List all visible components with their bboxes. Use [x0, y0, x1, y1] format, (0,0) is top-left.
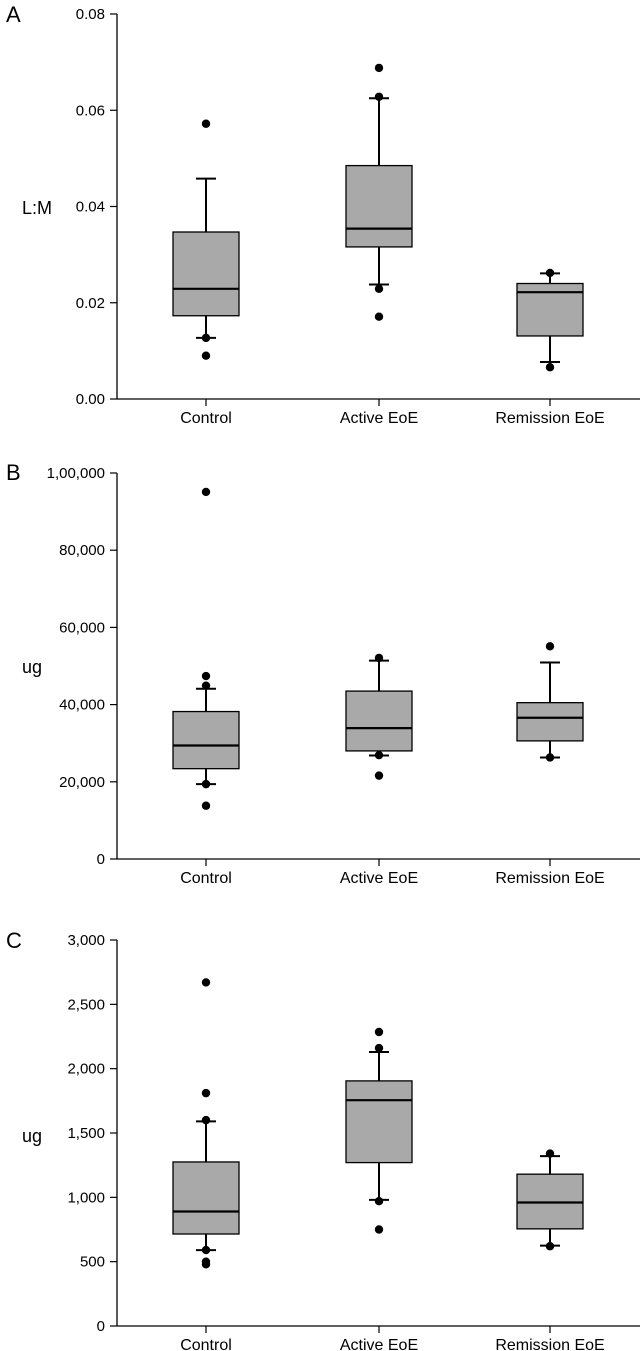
x-tick-label: Active EoE: [340, 410, 418, 427]
outlier-point: [201, 333, 211, 343]
y-tick-label: 500: [80, 1254, 105, 1271]
panel-a: A L:M 0.00 0.02 0.04 0.06 0.08 Control Active Eo…: [6, 2, 640, 427]
box-active-eoe: [345, 653, 413, 780]
outlier-point: [545, 268, 555, 278]
outlier-point: [374, 653, 384, 663]
iqr-box: [345, 164, 413, 248]
outlier-point: [201, 119, 211, 128]
outlier-point: [545, 1242, 555, 1251]
outlier-point: [545, 642, 555, 651]
outlier-point: [374, 1027, 384, 1037]
y-tick-label: 60,000: [59, 619, 105, 636]
y-tick-label: 0: [97, 851, 105, 868]
panel-letter: C: [6, 928, 22, 953]
outlier-point: [201, 351, 211, 360]
y-tick-label: 0.06: [76, 102, 105, 119]
x-tick-label: Remission EoE: [495, 870, 604, 887]
y-tick-label: 0.00: [76, 391, 105, 408]
box-control: [172, 487, 240, 810]
box-remission-eoe: [516, 1149, 584, 1251]
outlier-point: [374, 750, 384, 760]
y-tick-label: 2,500: [67, 996, 105, 1013]
outlier-point: [374, 312, 384, 321]
x-tick-label: Active EoE: [340, 1337, 418, 1351]
outlier-point: [201, 1245, 211, 1255]
box-active-eoe: [345, 63, 413, 321]
panel-b: Bug 0 20,000 40,000 60,000 80,000 1,00,000 Cont…: [6, 460, 640, 887]
outlier-point: [201, 1257, 211, 1266]
panel-letter: A: [6, 2, 21, 27]
outlier-point: [201, 1088, 211, 1098]
y-tick-label: 0.08: [76, 6, 105, 23]
iqr-box: [172, 710, 240, 770]
outlier-point: [201, 978, 211, 987]
outlier-point: [374, 1043, 384, 1053]
box-control: [172, 978, 240, 1269]
y-axis-label: ug: [22, 1126, 42, 1146]
outlier-point: [201, 801, 211, 810]
outlier-point: [201, 681, 211, 690]
iqr-box: [345, 1080, 413, 1164]
y-tick-label: 1,000: [67, 1189, 105, 1206]
y-tick-label: 0.02: [76, 295, 105, 312]
x-tick-label: Control: [180, 870, 232, 887]
y-tick-label: 0.04: [76, 199, 105, 216]
box-active-eoe: [345, 1027, 413, 1234]
iqr-box: [172, 1161, 240, 1235]
outlier-point: [545, 363, 555, 372]
panel-letter: B: [6, 460, 21, 485]
y-tick-label: 80,000: [59, 542, 105, 559]
outlier-point: [374, 1196, 384, 1206]
outlier-point: [545, 753, 555, 762]
y-axis-label: L:M: [22, 198, 52, 218]
outlier-point: [374, 92, 384, 101]
box-remission-eoe: [516, 268, 584, 372]
iqr-box: [345, 690, 413, 752]
x-tick-label: Remission EoE: [495, 410, 604, 427]
y-tick-label: 20,000: [59, 774, 105, 791]
y-tick-label: 40,000: [59, 697, 105, 714]
outlier-point: [201, 1115, 211, 1125]
outlier-point: [201, 487, 211, 497]
outlier-point: [374, 771, 384, 780]
outlier-point: [545, 1149, 555, 1158]
y-tick-label: 1,500: [67, 1125, 105, 1142]
y-tick-label: 2,000: [67, 1061, 105, 1078]
y-tick-label: 0: [97, 1318, 105, 1335]
outlier-point: [374, 63, 384, 73]
iqr-box: [172, 231, 240, 317]
outlier-point: [374, 1225, 384, 1234]
x-tick-label: Active EoE: [340, 870, 418, 887]
y-tick-label: 3,000: [67, 932, 105, 949]
x-tick-label: Control: [180, 410, 232, 427]
y-axis-label: ug: [22, 657, 42, 677]
outlier-point: [201, 671, 211, 681]
y-tick-label: 1,00,000: [47, 465, 105, 482]
outlier-point: [201, 779, 211, 789]
iqr-box: [516, 702, 584, 742]
outlier-point: [374, 284, 384, 293]
x-tick-label: Remission EoE: [495, 1337, 604, 1351]
box-remission-eoe: [516, 642, 584, 762]
box-control: [172, 119, 240, 360]
x-tick-label: Control: [180, 1337, 232, 1351]
panel-c: Cug 0 500 1,000 1,500 2,000 2,500 3,000 Control A…: [6, 928, 640, 1351]
